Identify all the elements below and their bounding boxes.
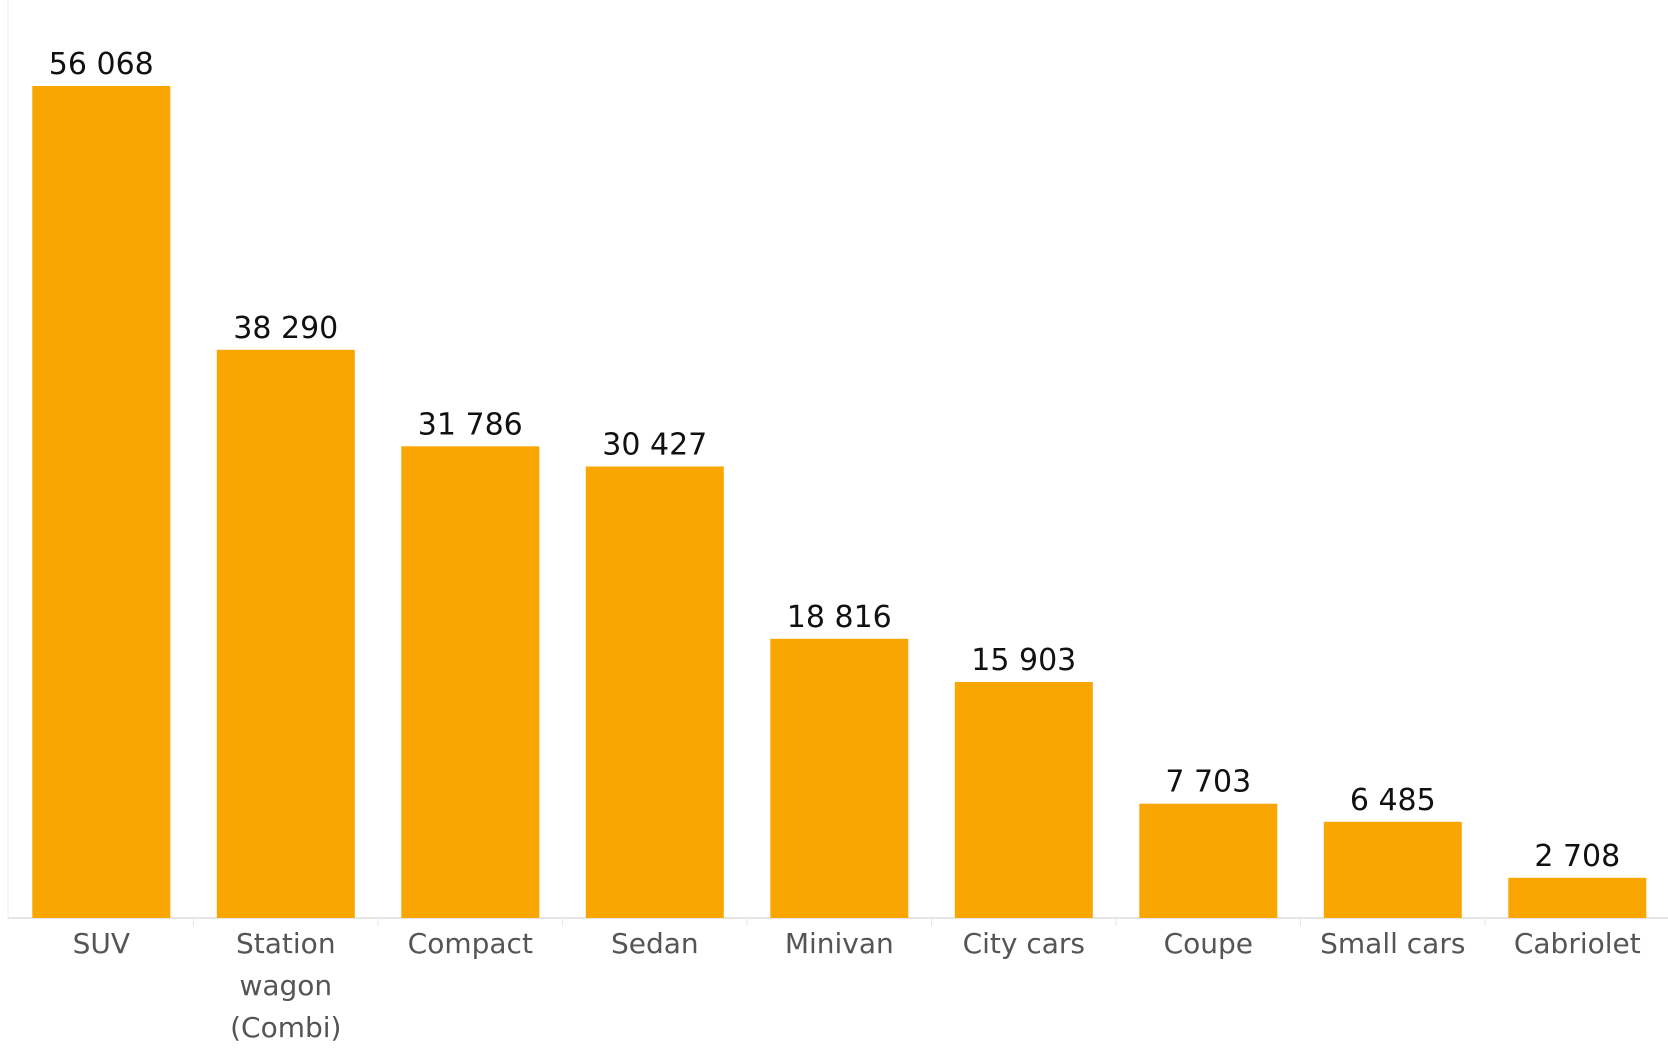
bars-group — [32, 86, 1647, 918]
category-label-3: Sedan — [611, 927, 699, 960]
category-label-line: wagon — [239, 969, 332, 1002]
value-label-3: 30 427 — [602, 428, 707, 463]
bar-3 — [585, 466, 724, 918]
category-label-line: Compact — [408, 927, 533, 960]
category-label-line: SUV — [73, 927, 130, 960]
bar-8 — [1508, 877, 1647, 918]
category-label-1: Station wagon (Combi) — [230, 927, 341, 1044]
category-label-8: Cabriolet — [1514, 927, 1641, 960]
category-label-line: Minivan — [785, 927, 894, 960]
value-labels-group: 56 068 38 290 31 786 30 427 18 816 15 903 7 70… — [49, 47, 1620, 874]
category-label-line: (Combi) — [230, 1011, 341, 1044]
value-label-4: 18 816 — [787, 600, 892, 635]
category-label-line: City cars — [963, 927, 1085, 960]
category-label-5: City cars — [963, 927, 1085, 960]
bar-5 — [954, 682, 1093, 918]
category-labels-group: SUV Station wagon (Combi) Compact Sedan Miniva… — [73, 927, 1641, 1044]
category-label-7: Small cars — [1320, 927, 1465, 960]
value-label-8: 2 708 — [1534, 839, 1620, 874]
value-label-0: 56 068 — [49, 47, 154, 82]
category-label-6: Coupe — [1164, 927, 1253, 960]
bar-4 — [770, 638, 909, 918]
category-label-0: SUV — [73, 927, 130, 960]
bar-0 — [32, 86, 171, 918]
value-label-2: 31 786 — [418, 407, 523, 442]
value-label-5: 15 903 — [971, 643, 1076, 678]
category-label-4: Minivan — [785, 927, 894, 960]
bar-2 — [401, 446, 540, 918]
bar-6 — [1139, 803, 1278, 918]
category-label-line: Cabriolet — [1514, 927, 1641, 960]
x-axis-ticks — [193, 918, 1486, 926]
bar-1 — [216, 349, 355, 918]
value-label-1: 38 290 — [233, 311, 338, 346]
category-label-line: Sedan — [611, 927, 699, 960]
category-label-2: Compact — [408, 927, 533, 960]
category-label-line: Station — [236, 927, 336, 960]
bar-7 — [1323, 821, 1462, 918]
value-label-7: 6 485 — [1350, 783, 1436, 818]
value-label-6: 7 703 — [1165, 765, 1251, 800]
category-label-line: Coupe — [1164, 927, 1253, 960]
category-label-line: Small cars — [1320, 927, 1465, 960]
